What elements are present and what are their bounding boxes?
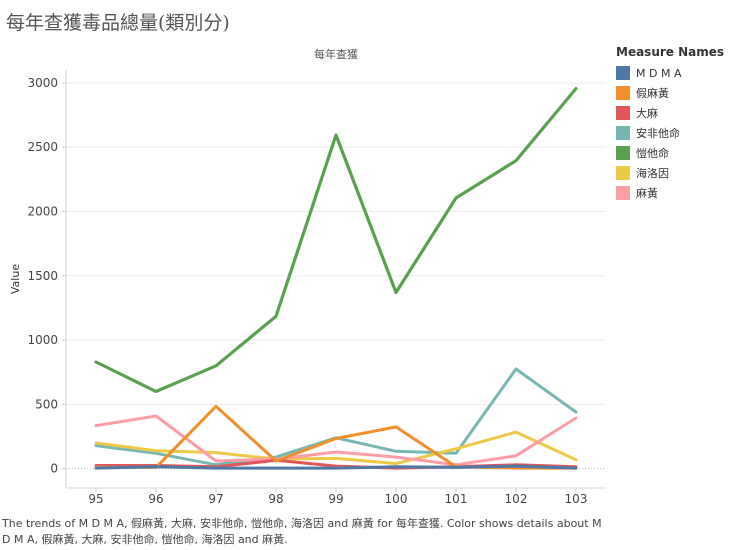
chart-title: 每年查獲 bbox=[314, 47, 358, 61]
legend-swatch bbox=[616, 86, 630, 100]
legend-title: Measure Names bbox=[616, 45, 725, 59]
legend-item[interactable]: 海洛因 bbox=[616, 163, 724, 183]
legend-label: 海洛因 bbox=[636, 167, 669, 180]
series-line-5[interactable] bbox=[94, 430, 578, 466]
legend-item[interactable]: 麻黃 bbox=[616, 183, 724, 203]
y-tick-label: 0 bbox=[50, 462, 58, 476]
x-tick-label: 95 bbox=[88, 492, 103, 506]
legend-item[interactable]: 安非他命 bbox=[616, 123, 724, 143]
legend-label: 安非他命 bbox=[636, 127, 680, 140]
x-tick-label: 102 bbox=[505, 492, 528, 506]
y-tick-label: 1000 bbox=[27, 333, 58, 347]
legend-swatch bbox=[616, 126, 630, 140]
legend-swatch bbox=[616, 146, 630, 160]
x-tick-label: 98 bbox=[268, 492, 283, 506]
series-line-6[interactable] bbox=[94, 414, 578, 467]
line-chart: 每年查獲 Value 0 500 1000 1500 2000 2500 3000 95 96 9… bbox=[9, 47, 606, 506]
chart-caption: The trends of M D M A, 假麻黃, 大麻, 安非他命, 愷他… bbox=[2, 517, 602, 546]
y-axis-title: Value bbox=[9, 264, 22, 294]
legend-label: 假麻黃 bbox=[636, 87, 669, 100]
y-tick-label: 3000 bbox=[27, 76, 58, 90]
legend-swatch bbox=[616, 106, 630, 120]
legend-swatch bbox=[616, 66, 630, 80]
y-tick-label: 500 bbox=[35, 397, 58, 411]
legend-items: M D M A 假麻黃大麻安非他命愷他命海洛因麻黃 bbox=[616, 63, 724, 203]
x-tick-label: 101 bbox=[445, 492, 468, 506]
legend-item[interactable]: 大麻 bbox=[616, 103, 724, 123]
x-tick-label: 103 bbox=[565, 492, 588, 506]
axes: 0 500 1000 1500 2000 2500 3000 95 96 97 98 99 100 101… bbox=[27, 70, 606, 506]
legend-label: M D M A bbox=[636, 66, 682, 80]
y-tick-label: 2500 bbox=[27, 140, 58, 154]
legend-label: 愷他命 bbox=[636, 147, 669, 160]
x-tick-label: 100 bbox=[385, 492, 408, 506]
legend-swatch bbox=[616, 186, 630, 200]
legend-item[interactable]: 愷他命 bbox=[616, 143, 724, 163]
x-tick-label: 97 bbox=[208, 492, 223, 506]
series-lines bbox=[94, 86, 578, 470]
x-tick-label: 96 bbox=[148, 492, 163, 506]
series-line-0[interactable] bbox=[94, 464, 578, 470]
y-tick-label: 2000 bbox=[27, 204, 58, 218]
legend-item[interactable]: 假麻黃 bbox=[616, 83, 724, 103]
legend-label: 大麻 bbox=[636, 107, 658, 120]
legend-swatch bbox=[616, 166, 630, 180]
legend: Measure Names M D M A 假麻黃大麻安非他命愷他命海洛因麻黃 bbox=[616, 45, 724, 203]
x-tick-label: 99 bbox=[328, 492, 343, 506]
legend-label: 麻黃 bbox=[636, 187, 658, 200]
legend-item[interactable]: M D M A bbox=[616, 63, 724, 83]
page-title: 每年查獲毒品總量(類別分) bbox=[6, 12, 230, 34]
y-tick-label: 1500 bbox=[27, 269, 58, 283]
gridlines bbox=[66, 82, 606, 470]
series-line-4[interactable] bbox=[94, 86, 578, 394]
